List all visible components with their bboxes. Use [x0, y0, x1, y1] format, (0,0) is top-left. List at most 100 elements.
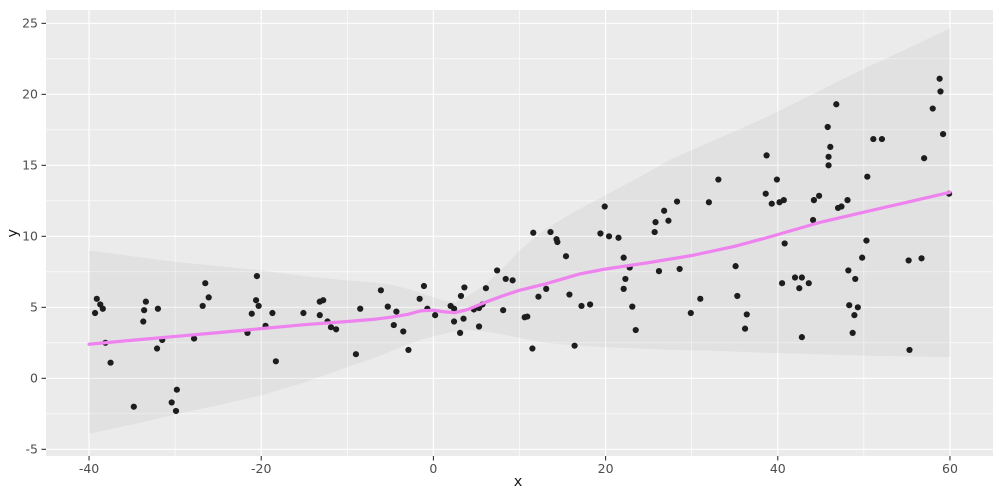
data-point	[352, 351, 360, 358]
data-point	[825, 162, 832, 169]
data-point	[202, 280, 209, 287]
svg-text:-40: -40	[79, 461, 99, 476]
data-point	[791, 274, 799, 281]
major-gridlines	[46, 10, 993, 456]
data-point	[743, 311, 750, 318]
data-point	[154, 305, 162, 312]
data-point	[773, 176, 781, 183]
data-point	[393, 308, 400, 315]
data-point	[768, 200, 775, 207]
data-point	[405, 346, 412, 354]
data-point	[851, 312, 858, 319]
data-point	[622, 275, 629, 283]
svg-text:0: 0	[30, 371, 38, 386]
data-point	[140, 318, 147, 325]
data-point	[798, 334, 805, 341]
data-point	[870, 135, 877, 143]
svg-text:10: 10	[22, 229, 38, 244]
data-point	[661, 207, 668, 214]
data-point	[461, 284, 468, 291]
y-axis-tick-labels: -5 0 5 10 15 20 25	[22, 16, 38, 457]
data-point	[937, 88, 944, 95]
axis-tick-marks	[41, 22, 951, 461]
data-point	[805, 280, 812, 287]
data-point	[333, 326, 340, 333]
data-point	[601, 203, 608, 210]
data-point	[566, 291, 573, 298]
data-point	[864, 173, 871, 180]
data-point	[107, 359, 114, 366]
data-point	[845, 267, 852, 274]
svg-text:20: 20	[598, 461, 614, 476]
data-point	[597, 230, 604, 237]
data-point	[252, 297, 260, 304]
data-point	[432, 312, 439, 319]
data-point	[906, 346, 913, 354]
data-point	[248, 310, 255, 317]
data-point	[524, 313, 531, 320]
data-point	[130, 403, 137, 410]
data-point	[632, 326, 639, 334]
data-point	[833, 101, 840, 108]
data-point	[939, 131, 947, 138]
data-point	[651, 228, 658, 236]
data-point	[475, 323, 483, 330]
confidence-ribbon	[89, 28, 950, 434]
data-point	[300, 309, 307, 317]
data-point	[929, 105, 936, 112]
data-point	[620, 254, 627, 261]
data-point	[320, 297, 327, 304]
smooth-line	[87, 190, 952, 346]
data-point	[763, 152, 770, 159]
data-point	[91, 309, 99, 317]
data-point	[400, 328, 407, 335]
data-point	[905, 257, 912, 264]
data-point	[357, 305, 364, 312]
data-point	[918, 255, 925, 262]
data-point	[173, 386, 180, 393]
data-point	[741, 325, 749, 332]
data-point	[543, 285, 550, 292]
data-point	[676, 265, 683, 273]
data-point	[272, 358, 279, 365]
data-point	[457, 292, 465, 300]
data-point	[571, 342, 578, 349]
data-point	[846, 302, 853, 309]
data-point	[450, 305, 458, 312]
data-point	[327, 324, 335, 331]
data-point	[687, 309, 694, 317]
minor-gridlines	[46, 10, 993, 456]
data-point	[852, 275, 859, 283]
data-point	[93, 295, 100, 302]
data-point	[781, 240, 788, 247]
data-point	[500, 307, 507, 314]
data-point	[578, 302, 585, 310]
data-point	[762, 190, 769, 197]
svg-text:5: 5	[30, 300, 38, 315]
data-point	[863, 237, 870, 244]
data-point	[99, 305, 106, 312]
data-point	[809, 216, 817, 224]
data-point	[377, 287, 384, 294]
data-point	[796, 285, 803, 292]
x-axis-title: x	[513, 474, 523, 490]
data-point	[936, 75, 943, 82]
data-point	[697, 295, 704, 302]
data-point	[460, 315, 467, 322]
data-point	[780, 197, 787, 204]
svg-text:25: 25	[22, 16, 38, 31]
data-point	[827, 143, 834, 150]
data-point	[838, 203, 845, 210]
data-point	[269, 309, 276, 317]
data-point	[615, 234, 622, 241]
svg-text:-20: -20	[251, 461, 271, 476]
data-point	[141, 307, 148, 314]
data-point	[142, 298, 149, 305]
svg-text:60: 60	[942, 461, 958, 476]
data-point	[810, 197, 818, 204]
data-point	[482, 285, 490, 292]
data-point	[586, 301, 594, 308]
data-point	[509, 277, 516, 284]
data-point	[168, 399, 175, 406]
